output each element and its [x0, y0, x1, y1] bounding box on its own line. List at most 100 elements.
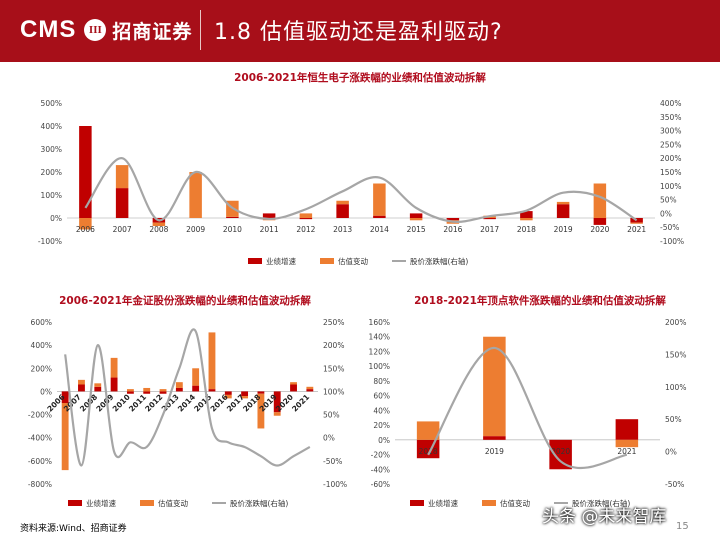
valuation-bar	[61, 403, 69, 471]
category-label: 2010	[223, 225, 242, 234]
profit-bar	[175, 387, 183, 392]
left-axis-tick-label: 200%	[41, 168, 62, 177]
profit-bar	[110, 377, 118, 392]
category-label: 2018	[517, 225, 536, 234]
brand-logo: CMS III 招商证券	[20, 12, 192, 48]
valuation-bar	[593, 183, 607, 218]
valuation-bar	[224, 394, 232, 399]
left-axis-tick-label: -100%	[38, 237, 62, 246]
valuation-bar	[110, 357, 118, 378]
left-axis-tick-label: 80%	[373, 377, 390, 386]
legend-price: 股价涨跌幅(右轴)	[410, 256, 468, 266]
profit-bar	[306, 389, 314, 392]
profit-bar	[143, 391, 151, 394]
chart2-title: 2006-2021年金证股份涨跌幅的业绩和估值波动拆解	[59, 295, 311, 307]
right-axis-tick-label: -50%	[660, 223, 679, 232]
right-axis-tick-label: 250%	[660, 140, 681, 149]
profit-bar	[79, 126, 92, 218]
legend-profit-swatch	[248, 258, 262, 264]
profit-bar	[615, 419, 639, 440]
left-axis-tick-label: 0%	[40, 387, 52, 396]
valuation-bar	[115, 165, 129, 189]
category-label: 2019	[554, 225, 573, 234]
left-axis-tick-label: 140%	[369, 333, 390, 342]
page-title: 1.8 估值驱动还是盈利驱动?	[214, 20, 503, 45]
valuation-bar	[615, 439, 639, 448]
right-axis-tick-label: -100%	[660, 237, 684, 246]
valuation-bar	[94, 383, 102, 387]
right-axis-tick-label: -50%	[665, 480, 684, 489]
category-label: 2016	[443, 225, 462, 234]
valuation-bar	[373, 183, 386, 216]
valuation-bar	[126, 389, 134, 392]
legend-profit-swatch	[410, 500, 424, 506]
left-axis-tick-label: 0%	[378, 436, 390, 445]
right-axis-tick-label: 0%	[665, 448, 677, 457]
category-label: 2020	[590, 225, 609, 234]
left-axis-tick-label: 300%	[41, 145, 62, 154]
category-label: 2014	[370, 225, 389, 234]
category-label: 2008	[149, 225, 168, 234]
category-label: 2017	[480, 225, 499, 234]
profit-bar	[556, 204, 570, 218]
valuation-bar	[241, 396, 249, 399]
valuation-bar	[409, 218, 423, 221]
profit-bar	[61, 391, 69, 403]
category-label: 2020	[551, 447, 570, 456]
right-axis-tick-label: 100%	[665, 383, 686, 392]
right-axis-tick-label: 250%	[323, 318, 344, 327]
left-axis-tick-label: -400%	[28, 434, 52, 443]
valuation-bar	[416, 421, 440, 440]
legend-valuation-swatch	[482, 500, 496, 506]
left-axis-tick-label: -600%	[28, 457, 52, 466]
left-axis-tick-label: 160%	[369, 318, 390, 327]
valuation-bar	[306, 386, 314, 390]
valuation-bar	[78, 379, 85, 385]
profit-bar	[483, 218, 496, 220]
chart3-title: 2018-2021年顶点软件涨跌幅的业绩和估值波动拆解	[414, 295, 666, 307]
left-axis-tick-label: 600%	[31, 318, 52, 327]
profit-bar	[159, 391, 167, 394]
right-axis-tick-label: 150%	[660, 168, 681, 177]
valuation-bar	[483, 336, 506, 437]
left-axis-tick-label: 200%	[31, 364, 52, 373]
profit-bar	[299, 218, 313, 220]
category-label: 2011	[260, 225, 279, 234]
profit-bar	[226, 216, 239, 218]
category-label: 2006	[76, 225, 95, 234]
logo-emblem-icon: III	[84, 19, 107, 41]
profit-bar	[78, 384, 85, 392]
right-axis-tick-label: 0%	[323, 434, 335, 443]
left-axis-tick-label: 100%	[369, 362, 390, 371]
profit-bar	[290, 384, 297, 392]
right-axis-tick-label: 200%	[323, 341, 344, 350]
valuation-bar	[79, 218, 92, 230]
valuation-bar	[290, 382, 297, 385]
chart1-title: 2006-2021年恒生电子涨跌幅的业绩和估值波动拆解	[234, 72, 486, 84]
profit-bar	[241, 391, 249, 397]
profit-bar	[94, 386, 102, 392]
category-label: 2012	[296, 225, 315, 234]
profit-bar	[446, 218, 460, 221]
legend-valuation: 估值变动	[338, 256, 368, 266]
left-axis-tick-label: 400%	[31, 341, 52, 350]
right-axis-tick-label: 400%	[660, 99, 681, 108]
logo-text: CMS	[20, 16, 77, 43]
category-label: 2018	[419, 447, 438, 456]
profit-bar	[257, 391, 265, 394]
left-axis-tick-label: -20%	[371, 451, 390, 460]
price-line	[64, 328, 311, 467]
profit-bar	[115, 188, 129, 218]
valuation-bar	[159, 389, 167, 392]
legend-profit: 业绩增速	[86, 498, 116, 508]
valuation-bar	[152, 222, 166, 227]
watermark: 头条 @未来智库	[542, 507, 667, 527]
right-axis-tick-label: 300%	[660, 127, 681, 136]
right-axis-tick-label: 150%	[665, 350, 686, 359]
profit-bar	[409, 213, 423, 218]
left-axis-tick-label: -40%	[371, 465, 390, 474]
legend-valuation: 估值变动	[158, 498, 188, 508]
category-label: 2015	[407, 225, 426, 234]
right-axis-tick-label: -50%	[323, 457, 342, 466]
